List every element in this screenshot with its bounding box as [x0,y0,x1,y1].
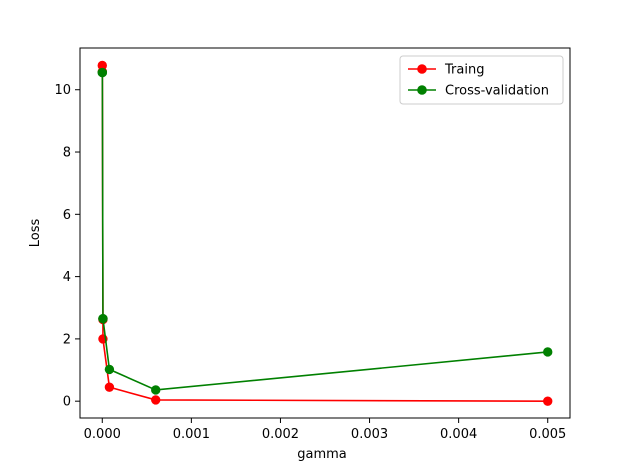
series-layer [97,60,553,406]
legend: Traing Cross-validation [399,55,564,105]
y-tick-label: 6 [63,208,71,223]
data-point [97,67,108,78]
data-point [543,347,553,357]
x-tick-label: 0.000 [84,427,121,442]
data-point [543,396,553,406]
x-tick-label: 0.001 [173,427,210,442]
series-cross-validation [97,67,553,395]
y-axis-label: Loss [28,219,43,248]
plot-area [79,47,571,419]
y-tick-label: 4 [63,270,71,285]
y-tick-label: 0 [63,395,71,410]
x-tick-label: 0.002 [262,427,299,442]
data-point [151,385,161,395]
data-point [104,382,115,392]
y-tick-label: 10 [54,83,71,98]
data-point [151,395,161,405]
x-axis-label: gamma [297,447,347,462]
data-point [104,364,115,375]
x-tick-label: 0.005 [529,427,566,442]
legend-label: Cross-validation [445,84,549,99]
axes-layer: 0.000 0.001 0.002 0.003 0.004 0.005 0 2 4 6 8 10 [54,83,566,442]
x-tick-label: 0.003 [351,427,388,442]
legend-label: Traing [444,63,484,78]
y-tick-label: 8 [63,146,71,161]
y-tick-label: 2 [63,332,71,347]
axes-frame [79,47,571,419]
legend-marker [417,64,427,74]
data-point [98,313,108,324]
x-tick-label: 0.004 [440,427,477,442]
legend-box [399,55,564,105]
legend-marker [417,85,427,95]
